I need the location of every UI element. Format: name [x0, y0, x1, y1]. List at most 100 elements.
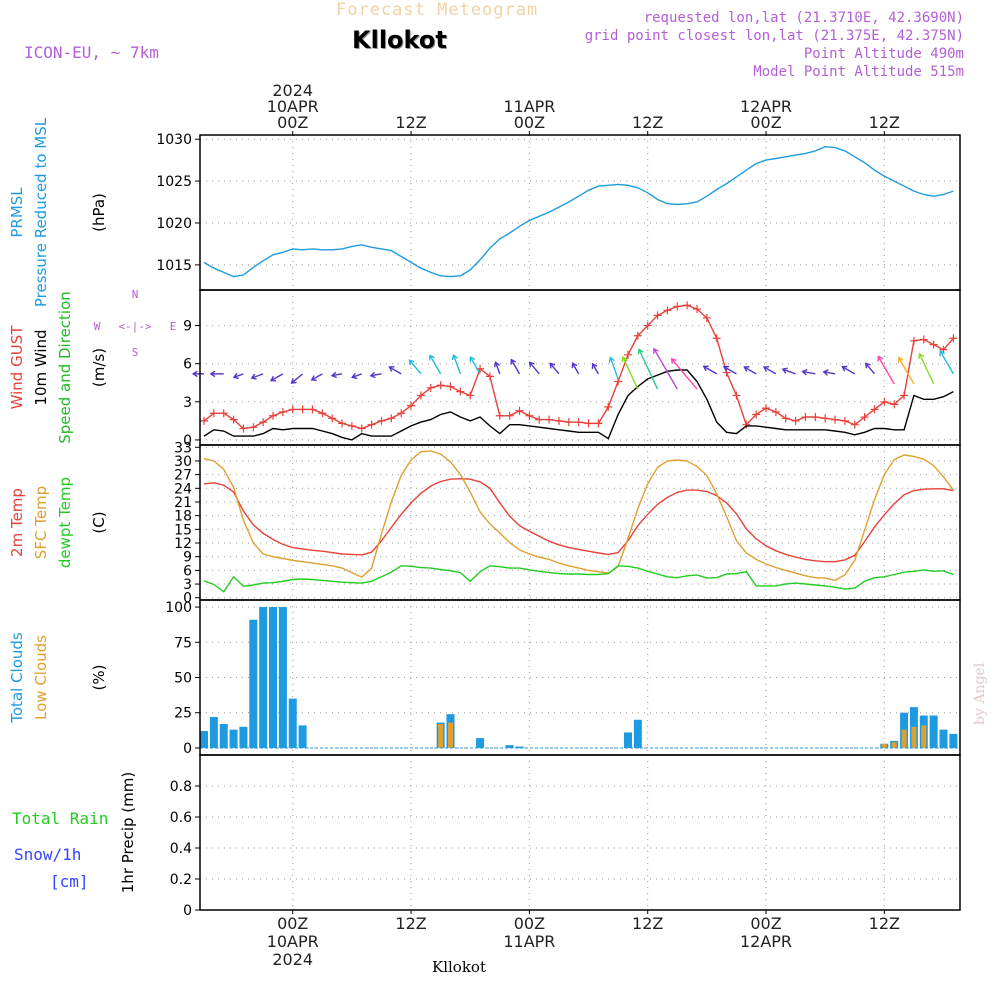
gust-marker: [347, 421, 356, 430]
gust-marker: [633, 331, 642, 340]
wind-arrow-head: [510, 358, 517, 365]
wind-arrow-shaft: [389, 366, 402, 375]
gust-marker: [278, 407, 287, 416]
wind-series-line: [203, 369, 954, 441]
gust-marker: [318, 409, 327, 418]
clouds-y-tick-label: 75: [174, 635, 192, 651]
wind-direction-arrow: [762, 366, 777, 375]
pressure-y-tick-label: 1015: [156, 258, 192, 274]
temperature-y-tick-label: 33: [174, 440, 192, 456]
wind-arrow-head: [822, 369, 829, 376]
pressure-axis-title: PRMSL: [8, 187, 26, 238]
wind-arrow-head: [621, 355, 628, 363]
gust-marker: [673, 302, 682, 311]
wind-arrow-head: [864, 362, 871, 369]
compass-east: E: [170, 320, 177, 333]
wind-direction-arrow: [330, 371, 343, 379]
wind-direction-arrow: [939, 350, 954, 375]
wind-arrow-head: [939, 350, 946, 357]
top-time-tick-label: 2024: [272, 81, 313, 100]
wind-arrow-shaft: [609, 357, 619, 380]
wind-direction-arrow: [841, 365, 856, 375]
bottom-time-tick-label: 11APR: [503, 932, 555, 951]
wind-arrow-shaft: [898, 357, 915, 385]
wind-direction-arrow: [269, 373, 284, 382]
compass-rose: <-|->: [118, 320, 151, 333]
temperature-y-tick-label: 9: [183, 550, 192, 566]
gust-marker: [387, 414, 396, 423]
wind-direction-arrow: [918, 352, 935, 385]
wind-direction-arrow: [877, 355, 895, 385]
gust-marker: [604, 402, 613, 411]
wind-direction-arrow: [637, 348, 659, 390]
clouds-bar: [881, 743, 887, 748]
wind-direction-arrow: [250, 373, 264, 380]
wind-arrow-head: [351, 372, 358, 380]
wind-arrow-head: [250, 373, 257, 380]
wind-y-tick-label: 0: [183, 433, 192, 449]
gust-marker: [811, 413, 820, 422]
gust-marker: [308, 405, 317, 414]
wind-arrow-shaft: [370, 373, 382, 377]
gust-marker: [239, 424, 248, 433]
pressure-panel-frame: [199, 134, 961, 291]
bottom-time-tick-label: 2024: [272, 950, 313, 969]
wind-arrow-shaft: [638, 349, 659, 390]
gust-marker: [574, 418, 583, 427]
gust-marker: [495, 411, 504, 420]
top-time-tick-label: 11APR: [503, 97, 555, 116]
wind-arrow-shaft: [270, 373, 284, 382]
wind-direction-arrow: [528, 361, 540, 375]
wind-arrow-head: [781, 367, 788, 374]
bottom-time-tick-label: 12Z: [632, 914, 663, 933]
gust-marker: [801, 413, 810, 422]
wind-direction-arrow: [591, 362, 600, 375]
wind-arrow-shaft: [331, 373, 343, 377]
gust-marker: [564, 418, 573, 427]
clouds-bar: [929, 715, 938, 748]
gust-marker: [505, 411, 514, 420]
temperature-axis-title: SFC Temp: [32, 486, 50, 559]
wind-direction-arrow: [191, 370, 204, 378]
wind-direction-arrow: [290, 373, 304, 384]
clouds-bar: [278, 607, 287, 748]
gust-marker: [732, 391, 741, 400]
data-layer: [191, 145, 960, 911]
temperature-series-line: [203, 565, 954, 593]
wind-direction-arrow: [388, 366, 402, 375]
clouds-bar: [209, 716, 218, 748]
clouds-bar: [505, 745, 514, 748]
gust-marker: [643, 321, 652, 330]
gust-marker: [850, 420, 859, 429]
chart-title: Forecast Meteogram: [336, 0, 539, 20]
gust-marker: [623, 350, 632, 359]
wind-arrow-shaft: [469, 356, 481, 375]
gust-marker: [249, 423, 258, 432]
wind-arrow-head: [388, 366, 395, 372]
top-time-tick-label: 10APR: [267, 97, 319, 116]
gust-marker: [870, 405, 879, 414]
clouds-bar: [229, 729, 238, 748]
wind-arrow-head: [591, 362, 598, 369]
gust-marker: [397, 409, 406, 418]
wind-arrow-head: [571, 362, 578, 369]
gust-marker: [288, 405, 297, 414]
bottom-time-tick-label: 12Z: [869, 914, 900, 933]
wind-direction-arrow: [608, 356, 619, 380]
gust-marker: [860, 413, 869, 422]
wind-arrow-head: [702, 365, 709, 372]
wind-arrow-shaft: [311, 373, 323, 381]
wind-arrow-head: [232, 372, 239, 380]
clouds-y-tick-label: 50: [174, 671, 192, 687]
compass-south: S: [132, 346, 139, 359]
gust-marker: [229, 415, 238, 424]
gust-marker: [722, 368, 731, 377]
bottom-time-tick-label: 00Z: [750, 914, 781, 933]
wind-direction-arrow: [653, 347, 678, 390]
wind-arrow-shaft: [823, 371, 836, 375]
temperature-panel-frame: [199, 444, 961, 601]
gust-marker: [949, 334, 958, 343]
precip-legend-label: [cm]: [50, 872, 89, 891]
